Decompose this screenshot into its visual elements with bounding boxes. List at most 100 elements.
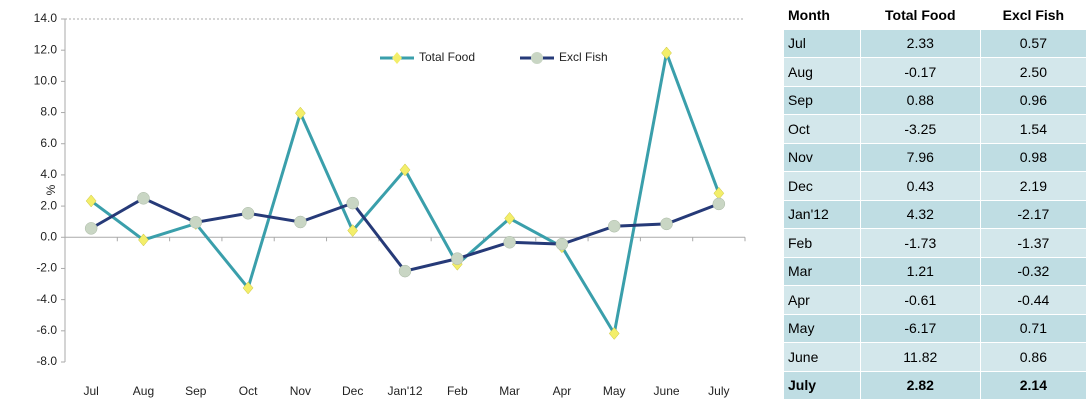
table-cell: -0.32 <box>979 256 1087 286</box>
x-tick-label: Jan'12 <box>388 384 423 398</box>
y-tick-label: 12.0 <box>34 42 58 56</box>
marker <box>398 264 412 278</box>
y-tick-label: 10.0 <box>34 74 58 88</box>
table-cell: -1.73 <box>859 228 981 258</box>
table-row: Apr -0.61 -0.44 <box>783 285 1087 315</box>
y-tick-label: 4.0 <box>40 167 57 181</box>
x-tick-label: May <box>603 384 626 398</box>
table-row: July 2.82 2.14 <box>783 370 1087 400</box>
marker <box>608 327 620 340</box>
table-row: Sep 0.88 0.96 <box>783 85 1087 115</box>
y-tick-label: 6.0 <box>40 136 57 150</box>
table-cell: Apr <box>783 285 861 315</box>
y-tick-label: -6.0 <box>36 323 57 337</box>
marker <box>242 281 254 295</box>
y-tick-label: 0.0 <box>40 229 57 243</box>
y-tick-label: 2.0 <box>40 198 57 212</box>
table-row: Jan'12 4.32 -2.17 <box>783 199 1087 229</box>
table-cell: -6.17 <box>859 313 981 343</box>
table-cell: Mar <box>783 256 861 286</box>
table-cell: Dec <box>783 171 861 201</box>
marker <box>451 252 464 265</box>
table-row: Feb -1.73 -1.37 <box>783 228 1087 258</box>
table-cell: Nov <box>783 142 861 172</box>
y-tick-label: 8.0 <box>40 105 57 119</box>
y-tick-label: -8.0 <box>36 354 57 368</box>
marker <box>504 212 515 225</box>
y-axis-label: % <box>44 184 58 195</box>
x-tick-label: Jul <box>83 384 98 398</box>
legend-marker <box>392 52 402 64</box>
table-cell: 2.33 <box>859 28 981 58</box>
table-cell: -0.44 <box>979 285 1087 315</box>
x-tick-label: Apr <box>553 384 572 398</box>
table-row: Nov 7.96 0.98 <box>783 142 1087 172</box>
table-cell: -0.17 <box>859 57 981 87</box>
x-tick-label: Dec <box>342 384 363 398</box>
chart: % -8.0 -6.0 -4.0 -2.0 0.0 2.0 4.0 6.0 8.0 10.0 12.… <box>34 11 746 398</box>
marker <box>661 46 672 60</box>
table-cell: 0.57 <box>979 28 1087 58</box>
table-cell: 0.43 <box>859 171 981 201</box>
series-line <box>90 47 721 338</box>
table-cell: 4.32 <box>859 199 981 229</box>
y-tick-label: -2.0 <box>36 261 57 275</box>
table-row: Dec 0.43 2.19 <box>783 171 1087 201</box>
table-cell: 2.82 <box>859 370 981 400</box>
table-cell: 1.54 <box>979 114 1087 144</box>
header-cell: Total Food <box>859 0 981 30</box>
marker <box>241 207 255 220</box>
marker <box>138 233 149 247</box>
x-tick-label: Sep <box>185 384 207 398</box>
table-cell: Sep <box>783 85 861 115</box>
marker <box>294 215 307 229</box>
table-cell: Oct <box>783 114 861 144</box>
header-row: Month Total Food Excl Fish <box>783 0 1087 30</box>
table-cell: July <box>783 370 861 400</box>
x-tick-label: July <box>708 384 729 398</box>
marker <box>712 197 726 211</box>
marker <box>347 224 359 237</box>
marker <box>189 216 203 229</box>
marker <box>503 236 516 249</box>
table-cell: Jan'12 <box>783 199 861 229</box>
x-tick-label: Oct <box>239 384 258 398</box>
table-row: Mar 1.21 -0.32 <box>783 256 1087 286</box>
table-row: Oct -3.25 1.54 <box>783 114 1087 144</box>
y-tick-label: -4.0 <box>36 292 57 306</box>
table-cell: -3.25 <box>859 114 981 144</box>
legend-marker <box>531 52 543 64</box>
legend-label: Total Food <box>419 50 475 64</box>
data-table: Month Total Food Excl Fish Jul 2.33 0.57 Aug -0… <box>783 0 1087 400</box>
table-cell: -1.37 <box>979 228 1087 258</box>
table-row: Aug -0.17 2.50 <box>783 57 1087 87</box>
table-cell: 0.96 <box>979 85 1087 115</box>
table-cell: 0.86 <box>979 342 1087 372</box>
table-row: Jul 2.33 0.57 <box>783 28 1087 58</box>
marker <box>713 186 725 200</box>
table-cell: 0.71 <box>979 313 1087 343</box>
x-tick-label: June <box>654 384 680 398</box>
header-cell: Excl Fish <box>979 0 1087 30</box>
table-row: May -6.17 0.71 <box>783 313 1087 343</box>
table-cell: June <box>783 342 861 372</box>
marker <box>295 106 306 120</box>
table-cell: 2.50 <box>979 57 1087 87</box>
table-cell: 11.82 <box>859 342 981 372</box>
x-tick-label: Mar <box>499 384 520 398</box>
table-cell: May <box>783 313 861 343</box>
table-cell: 7.96 <box>859 142 981 172</box>
table-cell: -2.17 <box>979 199 1087 229</box>
series-line <box>90 196 720 273</box>
y-tick-label: 14.0 <box>34 11 58 25</box>
marker <box>555 237 569 251</box>
marker <box>607 219 621 233</box>
marker <box>660 217 673 231</box>
x-tick-label: Nov <box>290 384 311 398</box>
table-cell: 0.98 <box>979 142 1087 172</box>
table-cell: 1.21 <box>859 256 981 286</box>
x-tick-label: Aug <box>133 384 154 398</box>
table-cell: 2.19 <box>979 171 1087 201</box>
x-tick-label: Feb <box>447 384 468 398</box>
